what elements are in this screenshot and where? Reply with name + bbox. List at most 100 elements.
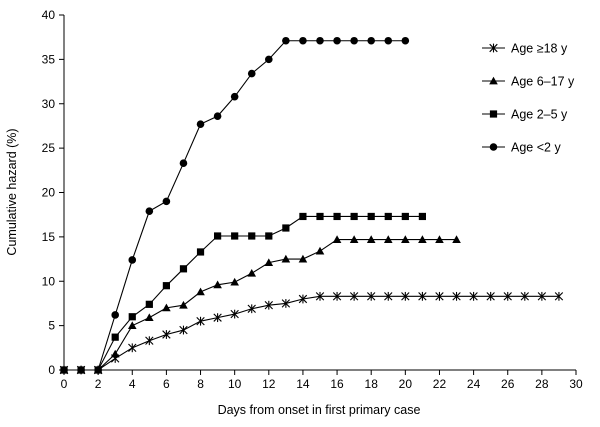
data-point [315, 246, 325, 255]
legend-marker [489, 76, 498, 85]
data-point [230, 277, 239, 286]
x-tick-label: 22 [433, 377, 447, 391]
data-point [162, 197, 171, 206]
y-tick-label: 20 [42, 186, 56, 200]
data-point [230, 92, 239, 101]
data-point [349, 235, 359, 243]
data-point [333, 36, 341, 45]
series-circle [60, 36, 410, 374]
data-point [298, 294, 308, 304]
data-point [128, 313, 136, 321]
data-point [281, 299, 291, 308]
data-point [265, 55, 273, 64]
data-point [469, 291, 478, 301]
data-point [537, 291, 547, 301]
data-point [213, 313, 222, 323]
data-point [316, 212, 324, 221]
data-point [418, 212, 426, 221]
data-point [282, 224, 290, 232]
x-tick-label: 10 [228, 377, 242, 391]
legend: Age ≥18 y Age 6–17 y Age 2–5 y Age <2 y [482, 42, 575, 155]
legend-item: Age 2–5 y [482, 108, 568, 122]
y-tick-label: 30 [42, 97, 56, 111]
data-point [264, 300, 273, 310]
data-point [265, 232, 273, 240]
data-point [486, 291, 495, 301]
y-tick-label: 0 [48, 363, 55, 377]
data-point [299, 212, 307, 221]
data-point [435, 291, 444, 301]
x-tick-label: 28 [535, 377, 549, 391]
series-triangle [59, 235, 461, 374]
y-tick-label: 15 [42, 230, 56, 244]
x-tick-label: 0 [61, 377, 68, 391]
legend-item: Age ≥18 y [482, 42, 568, 56]
legend-label: Age <2 y [511, 141, 561, 155]
legend-marker [489, 110, 498, 118]
data-point [383, 235, 393, 243]
x-tick-label: 8 [197, 377, 204, 391]
x-tick-label: 30 [569, 377, 583, 391]
legend-label: Age ≥18 y [511, 42, 568, 56]
data-point [350, 36, 358, 45]
y-axis-title: Cumulative hazard (%) [5, 128, 19, 255]
data-point [350, 212, 358, 221]
data-point [503, 291, 512, 301]
y-tick-label: 35 [42, 52, 56, 66]
data-point [367, 212, 375, 221]
data-point [554, 291, 564, 301]
x-tick-label: 2 [95, 377, 102, 391]
data-point [179, 159, 188, 168]
data-point [196, 248, 205, 256]
data-point [196, 316, 205, 326]
plot-marks [59, 36, 564, 375]
data-point [367, 291, 376, 301]
data-point [384, 36, 393, 45]
data-point [316, 36, 324, 45]
x-tick-label: 4 [129, 377, 136, 391]
data-point [162, 282, 170, 290]
data-point [418, 235, 427, 243]
data-point [298, 254, 308, 263]
data-point [162, 303, 171, 312]
data-point [367, 36, 376, 45]
data-point [248, 232, 256, 240]
y-tick-label: 40 [42, 8, 56, 22]
data-point [145, 336, 154, 346]
data-point [366, 235, 376, 243]
data-point [145, 300, 153, 308]
data-point [332, 291, 342, 301]
data-point [247, 268, 257, 277]
x-tick-label: 16 [330, 377, 344, 391]
series-star [59, 291, 564, 375]
x-tick-label: 26 [501, 377, 515, 391]
x-tick-label: 24 [467, 377, 481, 391]
data-point [162, 330, 171, 339]
data-point [230, 309, 239, 319]
series-line [64, 295, 559, 371]
data-point [418, 291, 427, 301]
data-point [333, 212, 341, 221]
y-tick-label: 25 [42, 141, 56, 155]
legend-label: Age 6–17 y [511, 75, 575, 89]
data-point [315, 291, 325, 301]
x-tick-label: 14 [296, 377, 310, 391]
data-point [349, 291, 359, 301]
series-line [64, 215, 423, 371]
data-point [214, 232, 222, 240]
data-point [520, 291, 529, 301]
data-point [247, 304, 256, 314]
x-axis-title: Days from onset in first primary case [218, 403, 421, 417]
data-point [282, 36, 290, 45]
legend-marker [489, 43, 498, 53]
data-point [179, 300, 188, 309]
data-point [128, 343, 137, 353]
data-point [110, 349, 120, 358]
data-point [111, 311, 119, 319]
y-tick-label: 10 [42, 274, 56, 288]
data-point [299, 36, 307, 45]
data-point [196, 287, 205, 296]
data-point [231, 232, 239, 240]
series-square [60, 212, 426, 374]
data-point [213, 112, 222, 120]
